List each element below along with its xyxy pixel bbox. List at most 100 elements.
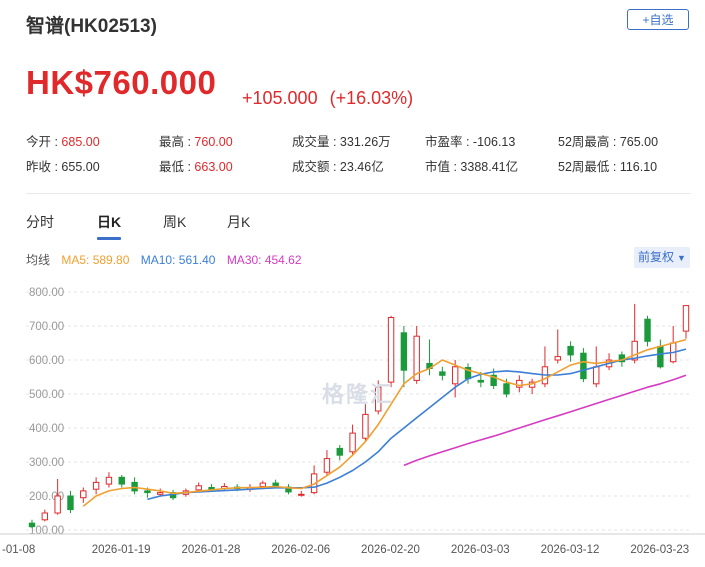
stat-pe-label: 市盈率 : xyxy=(425,135,473,149)
stat-volume: 成交量 : 331.26万 xyxy=(292,131,391,150)
x-tick-label: 2026-01-19 xyxy=(92,544,151,556)
stat-high-label: 最高 : xyxy=(159,135,195,149)
price-change-value: +105.000 xyxy=(242,88,318,108)
watermark-logo: 格隆汇 xyxy=(322,382,395,407)
stat-high-value: 760.00 xyxy=(194,135,233,149)
y-tick-label: 300.00 xyxy=(29,457,64,469)
stat-prev-close: 昨收 : 655.00 xyxy=(26,156,100,175)
stat-pe-value: -106.13 xyxy=(472,135,516,149)
candle-body xyxy=(272,482,279,487)
candle-body xyxy=(477,379,485,383)
x-tick-label: 2026-03-23 xyxy=(630,544,689,556)
candle-body xyxy=(567,345,574,356)
ma-label: 均线 xyxy=(26,253,51,267)
candle-body xyxy=(92,481,100,490)
tab-weekly[interactable]: 周K xyxy=(163,214,187,230)
candle-body xyxy=(259,482,267,487)
x-tick-label: 2026-03-03 xyxy=(451,544,510,556)
stat-high52: 52周最高 : 765.00 xyxy=(558,131,658,150)
stat-open: 今开 : 685.00 xyxy=(26,131,100,150)
candle-body xyxy=(413,335,420,381)
active-tab-indicator xyxy=(97,237,121,240)
stat-mktcap: 市值 : 3388.41亿 xyxy=(425,156,518,175)
tab-intraday[interactable]: 分时 xyxy=(26,214,54,230)
stock-title: 智谱(HK02513) xyxy=(26,16,157,37)
ma30-legend: MA30: 454.62 xyxy=(226,253,302,267)
candle-body xyxy=(118,476,125,485)
candle-body xyxy=(554,356,561,361)
candle-body xyxy=(298,493,305,496)
candle-body xyxy=(349,432,356,453)
candle-body xyxy=(631,340,638,361)
candlestick-chart[interactable]: 800.00700.00600.00500.00400.00300.00200.… xyxy=(0,272,705,567)
stat-high52-value: 765.00 xyxy=(619,135,659,149)
chevron-down-icon: ▼ xyxy=(677,253,686,263)
stat-low52-value: 116.10 xyxy=(619,160,658,174)
candle-body xyxy=(131,481,138,492)
x-tick-label: 2026-01-28 xyxy=(182,544,241,556)
stat-turnover-label: 成交额 : xyxy=(292,160,340,174)
candle-body xyxy=(41,512,49,521)
tab-monthly[interactable]: 月K xyxy=(227,214,251,230)
stat-prev-close-value: 655.00 xyxy=(61,160,100,174)
stat-prev-close-label: 昨收 : xyxy=(26,160,62,174)
stat-open-value: 685.00 xyxy=(61,135,100,149)
x-tick-label: 2026-02-20 xyxy=(361,544,420,556)
stat-low52-label: 52周最低 : xyxy=(558,160,620,174)
y-tick-label: 400.00 xyxy=(29,423,64,435)
candle-body xyxy=(400,332,408,371)
stat-low-label: 最低 : xyxy=(159,160,195,174)
stat-mktcap-value: 3388.41亿 xyxy=(460,160,519,174)
candle-body xyxy=(644,318,651,342)
y-tick-label: 700.00 xyxy=(29,321,64,333)
stat-turnover-value: 23.46亿 xyxy=(339,160,384,174)
candle-body xyxy=(105,476,113,485)
price-adjust-dropdown[interactable]: 前复权 ▼ xyxy=(634,247,690,268)
candle-body xyxy=(387,317,395,383)
candle-body xyxy=(323,458,331,473)
candle-body xyxy=(375,386,382,412)
y-tick-label: 800.00 xyxy=(29,287,64,299)
price-change-percent: (+16.03%) xyxy=(329,88,414,108)
current-price: HK$760.000 xyxy=(26,64,217,101)
stat-mktcap-label: 市值 : xyxy=(425,160,461,174)
candle-body xyxy=(195,485,202,491)
moving-average-legend: 均线 MA5: 589.80 MA10: 561.40 MA30: 454.62 xyxy=(26,251,310,268)
price-adjust-label: 前复权 xyxy=(638,250,675,264)
tab-daily[interactable]: 日K xyxy=(97,214,122,230)
stat-open-label: 今开 : xyxy=(26,135,62,149)
x-tick-label: -01-08 xyxy=(2,544,35,556)
candle-body xyxy=(451,366,459,385)
y-tick-label: 500.00 xyxy=(29,389,64,401)
stat-volume-label: 成交量 : xyxy=(292,135,340,149)
candle-body xyxy=(28,522,36,528)
y-tick-label: 600.00 xyxy=(29,355,64,367)
candle-body xyxy=(593,366,600,385)
stat-turnover: 成交额 : 23.46亿 xyxy=(292,156,384,175)
candle-body xyxy=(54,495,61,514)
candle-body xyxy=(362,413,369,439)
section-divider xyxy=(26,193,691,194)
candle-body xyxy=(67,495,74,511)
candle-body xyxy=(503,383,510,395)
stat-volume-value: 331.26万 xyxy=(339,135,391,149)
ma10-legend: MA10: 561.40 xyxy=(140,253,216,267)
stat-pe: 市盈率 : -106.13 xyxy=(425,131,515,150)
candle-body xyxy=(144,490,151,494)
x-tick-label: 2026-02-06 xyxy=(271,544,330,556)
stat-high: 最高 : 760.00 xyxy=(159,131,233,150)
candle-body xyxy=(682,305,690,332)
candle-body xyxy=(336,447,343,456)
ma5-line xyxy=(82,338,687,507)
x-tick-label: 2026-03-12 xyxy=(541,544,600,556)
candle-body xyxy=(439,371,446,376)
candle-body xyxy=(580,352,587,380)
candle-body xyxy=(80,490,87,499)
stat-low52: 52周最低 : 116.10 xyxy=(558,156,657,175)
candle-body xyxy=(516,379,523,388)
price-change: +105.000 (+16.03%) xyxy=(242,88,413,109)
candle-body xyxy=(657,345,664,368)
stat-low-value: 663.00 xyxy=(194,160,233,174)
ma30-line xyxy=(403,374,687,467)
add-to-watchlist-button[interactable]: +自选 xyxy=(627,9,689,30)
